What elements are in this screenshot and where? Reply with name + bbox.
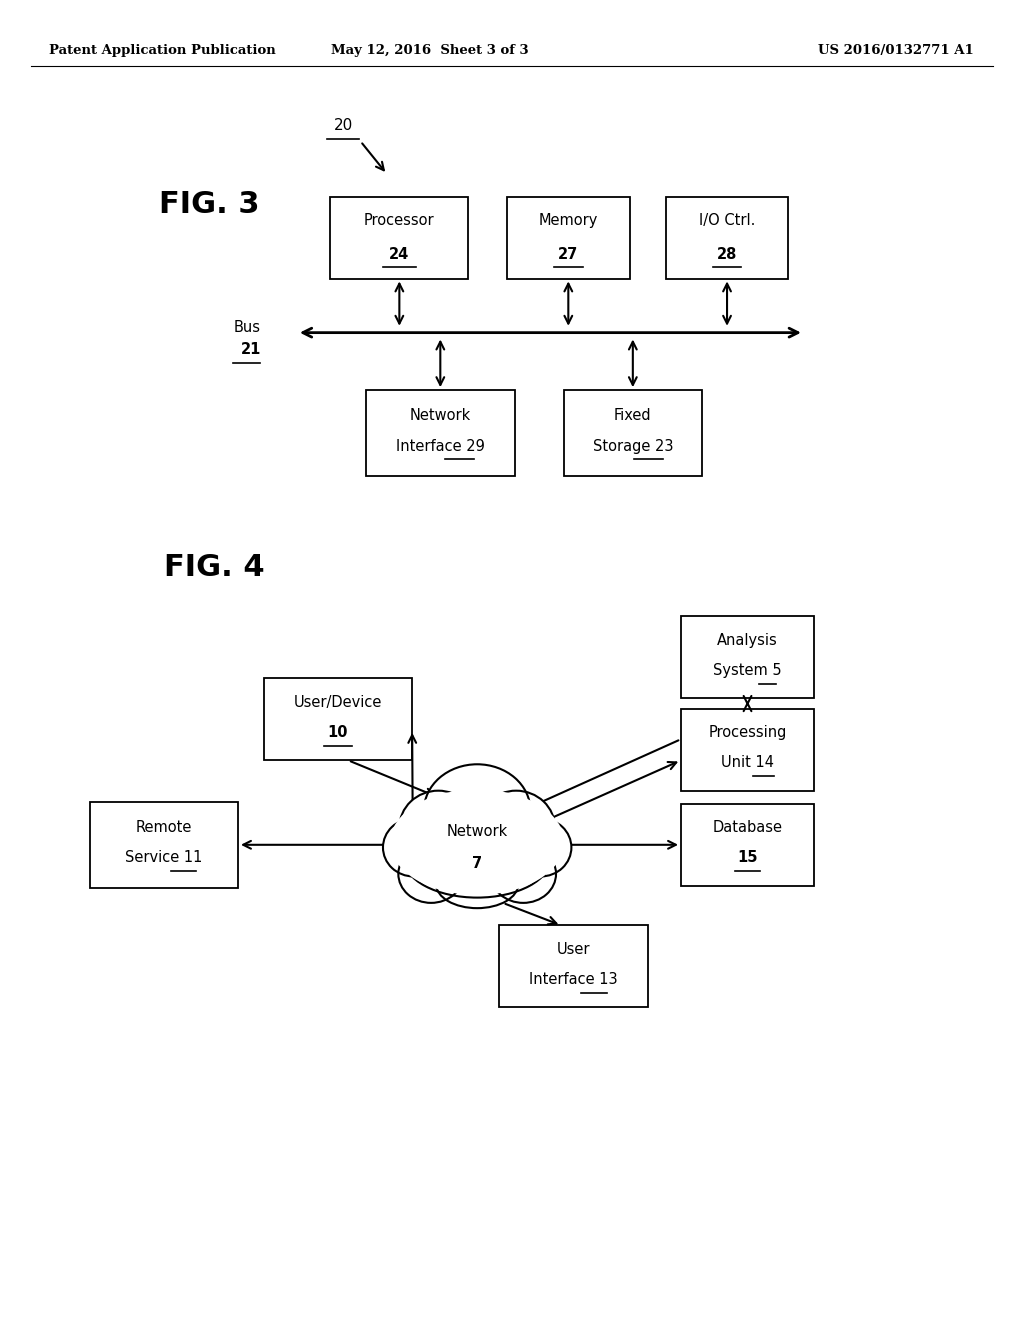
Ellipse shape (510, 818, 571, 876)
Text: Interface 13: Interface 13 (529, 972, 617, 987)
Text: FIG. 3: FIG. 3 (159, 190, 259, 219)
Text: Processing: Processing (709, 725, 786, 741)
Ellipse shape (390, 789, 564, 895)
Text: 21: 21 (241, 342, 261, 358)
FancyBboxPatch shape (681, 616, 814, 698)
Text: Remote: Remote (135, 820, 193, 836)
Text: System 5: System 5 (713, 663, 782, 678)
FancyBboxPatch shape (500, 925, 648, 1007)
Text: Analysis: Analysis (717, 632, 778, 648)
Text: May 12, 2016  Sheet 3 of 3: May 12, 2016 Sheet 3 of 3 (332, 44, 528, 57)
Ellipse shape (490, 845, 556, 903)
Text: Memory: Memory (539, 213, 598, 228)
Text: Fixed: Fixed (614, 408, 651, 424)
Text: User/Device: User/Device (294, 694, 382, 710)
Text: Processor: Processor (365, 213, 434, 228)
Ellipse shape (383, 818, 444, 876)
Text: Patent Application Publication: Patent Application Publication (49, 44, 275, 57)
FancyBboxPatch shape (681, 804, 814, 886)
Ellipse shape (424, 764, 530, 857)
FancyBboxPatch shape (90, 801, 238, 887)
Text: Network: Network (446, 824, 508, 840)
FancyBboxPatch shape (666, 197, 788, 279)
Text: Service 11: Service 11 (125, 850, 203, 866)
Text: Unit 14: Unit 14 (721, 755, 774, 771)
Text: Network: Network (410, 408, 471, 424)
Ellipse shape (399, 791, 477, 865)
Ellipse shape (403, 818, 551, 898)
Text: Database: Database (713, 820, 782, 836)
FancyBboxPatch shape (681, 709, 814, 791)
Text: 10: 10 (328, 725, 348, 741)
Text: Storage 23: Storage 23 (593, 438, 673, 454)
Text: User: User (557, 941, 590, 957)
Text: Interface 29: Interface 29 (396, 438, 484, 454)
Text: 20: 20 (334, 117, 352, 133)
FancyBboxPatch shape (330, 197, 469, 279)
Text: 15: 15 (737, 850, 758, 866)
FancyBboxPatch shape (264, 678, 412, 760)
Text: I/O Ctrl.: I/O Ctrl. (698, 213, 756, 228)
FancyBboxPatch shape (367, 389, 514, 475)
Text: FIG. 4: FIG. 4 (164, 553, 264, 582)
Ellipse shape (398, 845, 464, 903)
Text: 27: 27 (558, 247, 579, 263)
Text: 28: 28 (717, 247, 737, 263)
Text: Bus: Bus (234, 319, 261, 335)
Ellipse shape (436, 861, 518, 908)
Text: 24: 24 (389, 247, 410, 263)
FancyBboxPatch shape (563, 389, 702, 475)
Ellipse shape (477, 791, 555, 865)
Text: US 2016/0132771 A1: US 2016/0132771 A1 (818, 44, 974, 57)
Text: 7: 7 (472, 855, 482, 871)
FancyBboxPatch shape (507, 197, 630, 279)
